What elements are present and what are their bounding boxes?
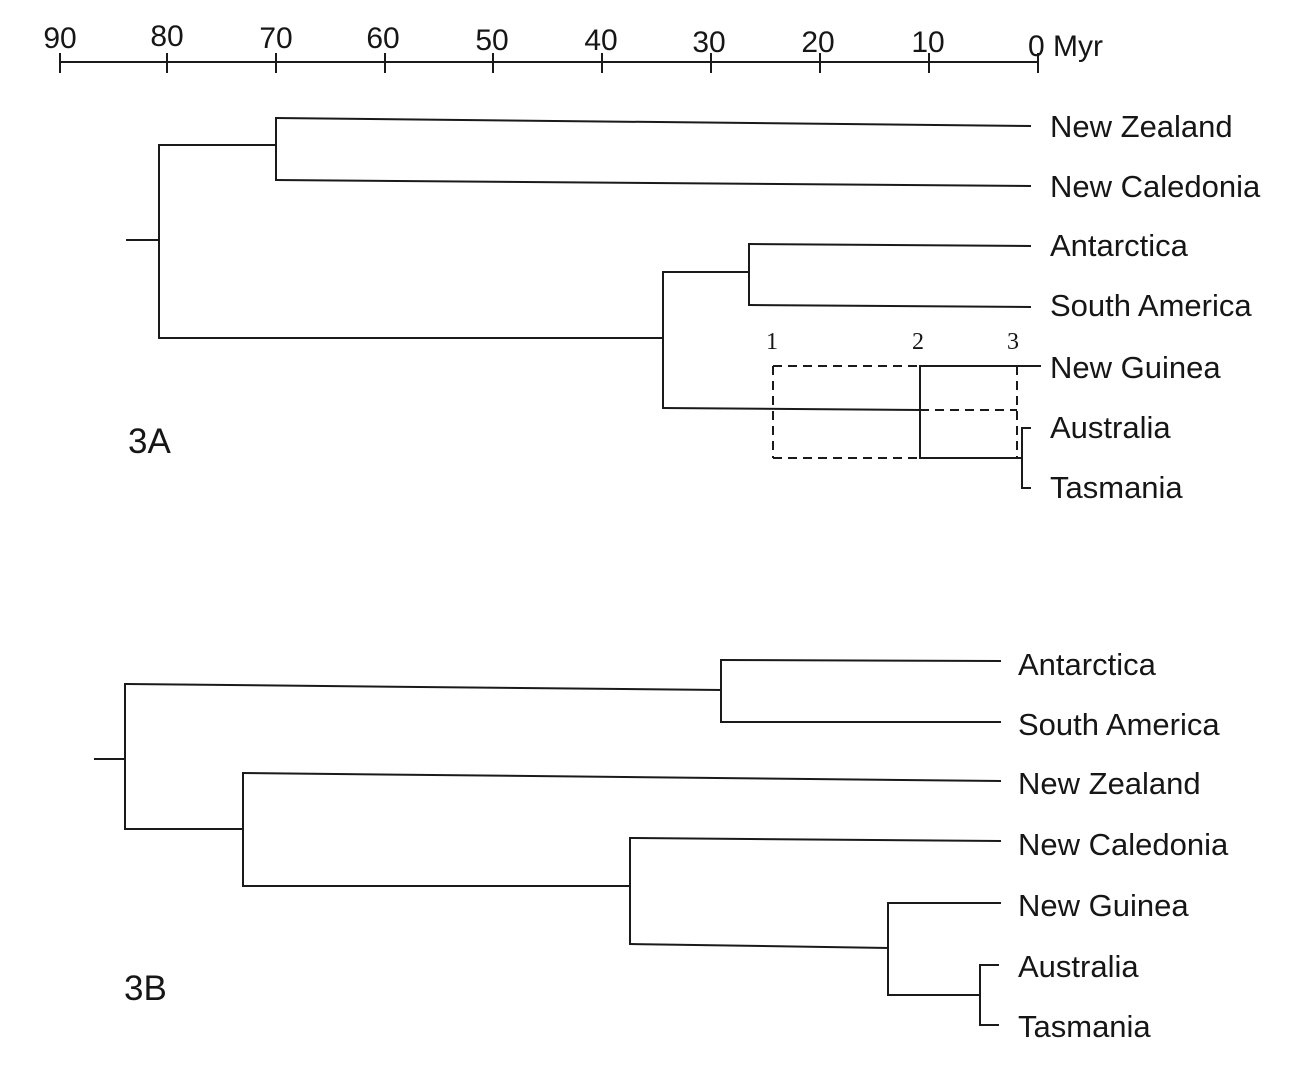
node-number-label: 1 (766, 329, 778, 355)
branch (719, 658, 1002, 663)
alternative-dashed-branches (772, 365, 1018, 459)
panel-label: 3A (128, 422, 171, 461)
axis-tick-labels: 90 80 70 60 50 40 30 20 10 0 Myr (43, 20, 1103, 63)
axis-tick-label: 30 (692, 26, 725, 59)
leaf-label: New Guinea (1050, 350, 1221, 385)
tree-3a-leaf-labels: New Zealand New Caledonia Antarctica Sou… (1050, 109, 1261, 505)
axis-tick-label: 80 (150, 20, 183, 53)
node-number-labels: 1 2 3 (766, 329, 1019, 355)
leaf-label: Australia (1050, 410, 1171, 445)
axis-tick-label: 40 (584, 24, 617, 57)
axis-tick-label: 0 Myr (1028, 30, 1103, 63)
axis-tick-label: 60 (366, 22, 399, 55)
axis-tick-label: 20 (801, 26, 834, 59)
branch (747, 303, 1032, 309)
axis-tick-marks (59, 53, 1039, 73)
axis-tick-label: 70 (259, 22, 292, 55)
axis-tick-label: 10 (911, 26, 944, 59)
leaf-label: Antarctica (1050, 228, 1189, 263)
leaf-label: Australia (1018, 949, 1139, 984)
branch (661, 406, 922, 412)
branch (747, 242, 1032, 248)
branch (628, 836, 1002, 843)
leaf-label: Tasmania (1050, 470, 1183, 505)
node-number-label: 3 (1007, 329, 1019, 355)
panel-label: 3B (124, 969, 167, 1008)
branch (274, 116, 1032, 128)
node-number-label: 2 (912, 329, 924, 355)
tree-3a: 1 2 3 New Zealand New Caledonia Antarcti… (126, 109, 1261, 505)
leaf-label: Tasmania (1018, 1009, 1151, 1044)
leaf-label: Antarctica (1018, 647, 1157, 682)
time-axis: 90 80 70 60 50 40 30 20 10 0 Myr (43, 20, 1103, 73)
branch (274, 178, 1032, 188)
tree-3b: Antarctica South America New Zealand New… (94, 647, 1229, 1044)
leaf-label: New Guinea (1018, 888, 1189, 923)
leaf-label: South America (1050, 288, 1252, 323)
leaf-label: New Zealand (1050, 109, 1233, 144)
tree-3a-branches (126, 116, 1041, 489)
branch (123, 682, 723, 692)
axis-tick-label: 90 (43, 22, 76, 55)
tree-3b-leaf-labels: Antarctica South America New Zealand New… (1018, 647, 1229, 1044)
axis-tick-label: 50 (475, 24, 508, 57)
tree-3b-branches (94, 658, 1002, 1026)
leaf-label: New Caledonia (1018, 827, 1229, 862)
branch (241, 771, 1002, 783)
leaf-label: South America (1018, 707, 1220, 742)
branch (628, 942, 890, 950)
leaf-label: New Caledonia (1050, 169, 1261, 204)
leaf-label: New Zealand (1018, 766, 1201, 801)
